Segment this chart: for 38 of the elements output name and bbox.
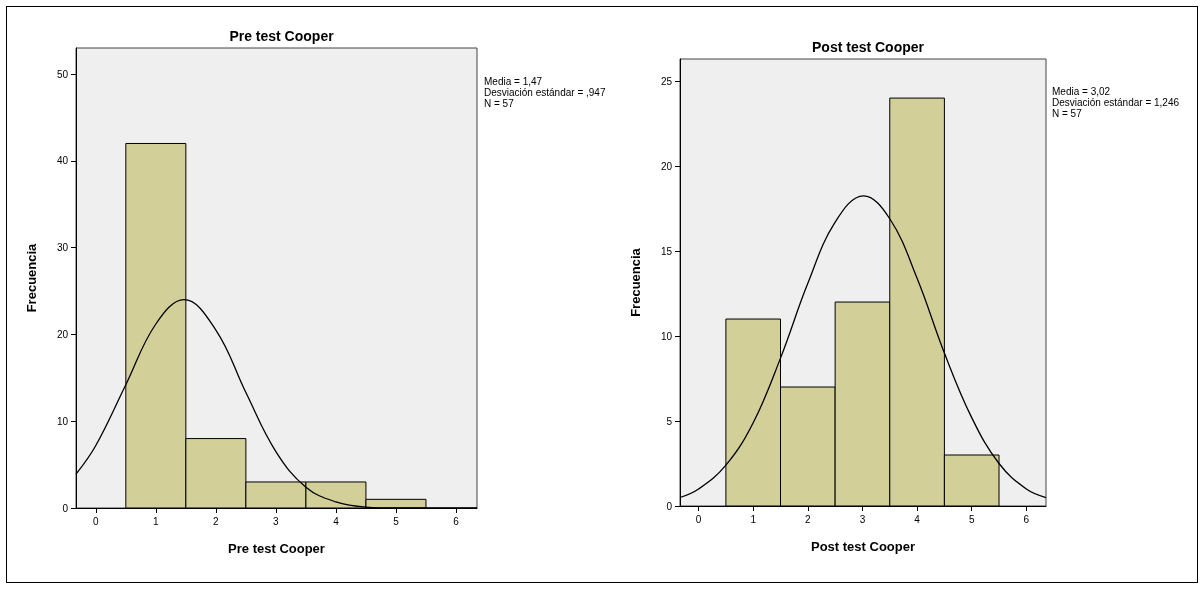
x-tick-label: 3 [273, 515, 280, 527]
y-tick-label: 20 [660, 160, 673, 172]
x-tick-label: 1 [750, 513, 757, 525]
x-tick-label: 4 [333, 515, 340, 527]
x-tick-label: 6 [1023, 513, 1030, 525]
x-tick-label: 0 [695, 513, 702, 525]
x-axis-title: Post test Cooper [810, 539, 916, 554]
y-tick-label: 50 [56, 68, 69, 80]
y-tick-label: 20 [56, 328, 69, 340]
x-tick-label: 0 [93, 515, 100, 527]
x-axis-title: Pre test Cooper [228, 541, 325, 556]
y-tick-label: 0 [62, 502, 69, 514]
x-tick-label: 5 [393, 515, 400, 527]
text: Desviación estándar = 1,246 [1052, 97, 1180, 108]
chart-title: Post test Cooper [811, 39, 925, 55]
text: N = 57 [484, 98, 515, 109]
text: Media = 1,47 [484, 76, 543, 87]
x-tick-label: 6 [453, 515, 460, 527]
y-tick-label: 10 [660, 330, 673, 342]
text: Media = 3,02 [1052, 86, 1111, 97]
y-axis-title: Frecuencia [24, 242, 39, 313]
text: N = 57 [1052, 108, 1083, 119]
x-tick-label: 4 [914, 513, 921, 525]
y-tick-label: 10 [56, 415, 69, 427]
y-tick-label: 5 [666, 415, 673, 427]
x-tick-label: 2 [213, 515, 220, 527]
x-tick-label: 2 [805, 513, 812, 525]
x-tick-label: 1 [153, 515, 160, 527]
y-tick-label: 30 [56, 242, 69, 254]
x-tick-label: 3 [859, 513, 866, 525]
y-axis-title: Frecuencia [628, 247, 643, 317]
x-tick-label: 5 [968, 513, 975, 525]
y-tick-label: 0 [666, 500, 673, 512]
y-tick-label: 40 [56, 155, 69, 167]
text: Desviación estándar = ,947 [484, 87, 606, 98]
y-tick-label: 25 [660, 75, 673, 87]
chart-title: Pre test Cooper [229, 28, 335, 44]
y-tick-label: 15 [660, 245, 673, 257]
